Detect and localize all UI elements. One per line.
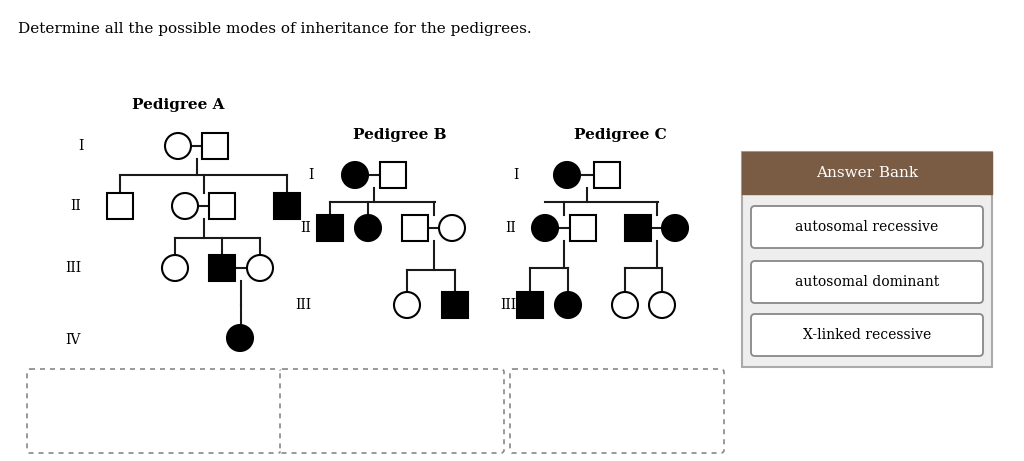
Text: II: II: [70, 199, 81, 213]
Bar: [209, 255, 234, 281]
Bar: [442, 292, 468, 318]
Text: II: II: [300, 221, 310, 235]
Bar: [594, 162, 620, 188]
Circle shape: [439, 215, 465, 241]
Text: Pedigree B: Pedigree B: [353, 128, 446, 142]
Text: Determine all the possible modes of inheritance for the pedigrees.: Determine all the possible modes of inhe…: [18, 22, 531, 36]
Circle shape: [342, 162, 368, 188]
Circle shape: [555, 292, 581, 318]
Text: III: III: [295, 298, 311, 312]
Text: Pedigree A: Pedigree A: [132, 98, 224, 112]
Bar: [106, 193, 133, 219]
Text: Pedigree C: Pedigree C: [573, 128, 667, 142]
Circle shape: [162, 255, 188, 281]
Text: I: I: [308, 168, 313, 182]
Bar: [202, 133, 228, 159]
Circle shape: [394, 292, 420, 318]
Bar: [274, 193, 300, 219]
Bar: [517, 292, 543, 318]
Bar: [570, 215, 596, 241]
Bar: [625, 215, 651, 241]
Text: autosomal recessive: autosomal recessive: [796, 220, 939, 234]
Circle shape: [532, 215, 558, 241]
FancyBboxPatch shape: [280, 369, 504, 453]
Circle shape: [662, 215, 688, 241]
FancyBboxPatch shape: [751, 314, 983, 356]
Text: I: I: [78, 139, 83, 153]
Circle shape: [227, 325, 253, 351]
Circle shape: [554, 162, 580, 188]
Text: II: II: [505, 221, 516, 235]
Text: autosomal dominant: autosomal dominant: [795, 275, 939, 289]
Text: IV: IV: [65, 333, 80, 347]
FancyBboxPatch shape: [751, 206, 983, 248]
FancyBboxPatch shape: [510, 369, 724, 453]
Bar: [742, 152, 992, 194]
Circle shape: [612, 292, 638, 318]
Text: III: III: [500, 298, 516, 312]
Bar: [380, 162, 406, 188]
Bar: [402, 215, 428, 241]
Text: I: I: [513, 168, 518, 182]
Circle shape: [165, 133, 191, 159]
Text: X-linked recessive: X-linked recessive: [803, 328, 931, 342]
FancyBboxPatch shape: [742, 152, 992, 367]
Circle shape: [649, 292, 675, 318]
Text: III: III: [65, 261, 81, 275]
Bar: [209, 193, 234, 219]
Text: Answer Bank: Answer Bank: [816, 166, 919, 180]
Circle shape: [172, 193, 198, 219]
FancyBboxPatch shape: [751, 261, 983, 303]
Circle shape: [247, 255, 273, 281]
Bar: [317, 215, 343, 241]
FancyBboxPatch shape: [27, 369, 281, 453]
Circle shape: [355, 215, 381, 241]
